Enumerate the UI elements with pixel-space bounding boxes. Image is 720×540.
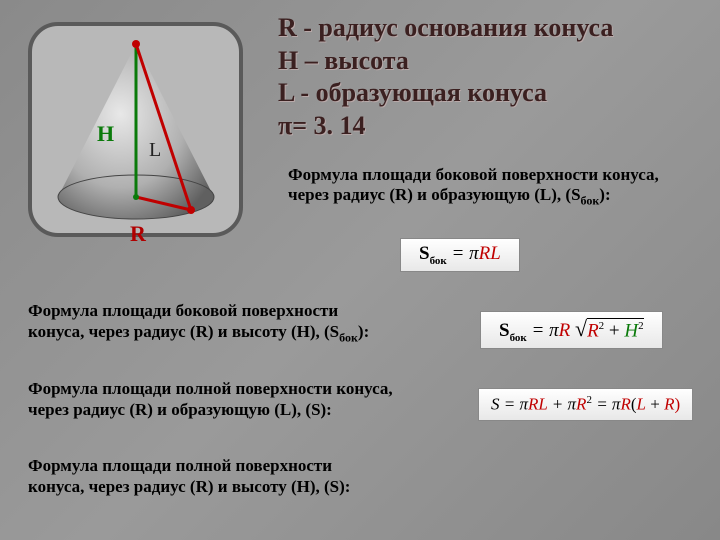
f3-close: ) xyxy=(674,395,680,414)
formula-lateral-rl: Sбок = πRL xyxy=(400,238,520,272)
f3-eq: = π xyxy=(500,395,529,414)
f2-sub: бок xyxy=(510,332,527,344)
description-full-rl: Формула площади полной поверхности конус… xyxy=(28,378,438,421)
f2-eq: = π xyxy=(527,320,559,341)
f3-r2: R xyxy=(576,395,586,414)
f2-plus: + xyxy=(604,320,624,341)
f3-s: S xyxy=(491,395,500,414)
description-full-rh: Формула площади полной поверхности конус… xyxy=(28,455,438,498)
f3-l2: L xyxy=(637,395,646,414)
desc1-sub: бок xyxy=(581,194,600,208)
desc1-line1: Формула площади боковой поверхности кону… xyxy=(288,165,659,184)
definitions-block: R - радиус основания конуса H – высота L… xyxy=(278,12,613,142)
f3-plus: + π xyxy=(548,395,577,414)
desc4-l1: Формула площади полной поверхности xyxy=(28,456,332,475)
f3-r: R xyxy=(528,395,538,414)
f3-eq2: = π xyxy=(592,395,621,414)
f3-plus2: + xyxy=(646,395,664,414)
f1-r: R xyxy=(479,243,491,264)
desc2-l1: Формула площади боковой поверхности xyxy=(28,301,338,320)
f3-r4: R xyxy=(664,395,674,414)
desc3-l2: через радиус (R) и образующую (L), (S): xyxy=(28,400,332,419)
desc2-l2-end: ): xyxy=(358,322,369,341)
desc1-line2-end: ): xyxy=(599,185,610,204)
def-h: H – высота xyxy=(278,45,613,78)
formula-lateral-rh: Sбок = πR √R2 + H2 xyxy=(480,311,663,349)
f3-l: L xyxy=(538,395,547,414)
desc2-sub: бок xyxy=(339,331,358,345)
f3-r3: R xyxy=(620,395,630,414)
f1-s: S xyxy=(419,243,430,264)
cone-label-l: L xyxy=(149,139,161,162)
cone-label-h: H xyxy=(97,121,114,147)
desc1-line2: через радиус (R) и образующую (L), (S xyxy=(288,185,581,204)
f2-s: S xyxy=(499,320,510,341)
description-lateral-rl: Формула площади боковой поверхности кону… xyxy=(288,165,708,208)
def-r: R - радиус основания конуса xyxy=(278,12,613,45)
def-pi: π= 3. 14 xyxy=(278,110,613,143)
cone-label-r: R xyxy=(130,221,146,247)
formula-full-rl: S = πRL + πR2 = πR(L + R) xyxy=(478,388,693,421)
f2-r: R xyxy=(559,320,571,341)
f1-sub: бок xyxy=(430,255,447,267)
f1-l: L xyxy=(490,243,501,264)
def-l: L - образующая конуса xyxy=(278,77,613,110)
cone-diagram: H L R xyxy=(28,22,243,237)
desc4-l2: конуса, через радиус (R) и высоту (H), (… xyxy=(28,477,350,496)
cone-svg xyxy=(41,32,231,227)
f1-eq: = π xyxy=(447,243,479,264)
description-lateral-rh: Формула площади боковой поверхности кону… xyxy=(28,300,438,346)
f2-sr: R xyxy=(587,320,599,341)
desc2-l2: конуса, через радиус (R) и высоту (H), (… xyxy=(28,322,339,341)
f2-sh: H xyxy=(624,320,638,341)
desc3-l1: Формула площади полной поверхности конус… xyxy=(28,379,393,398)
